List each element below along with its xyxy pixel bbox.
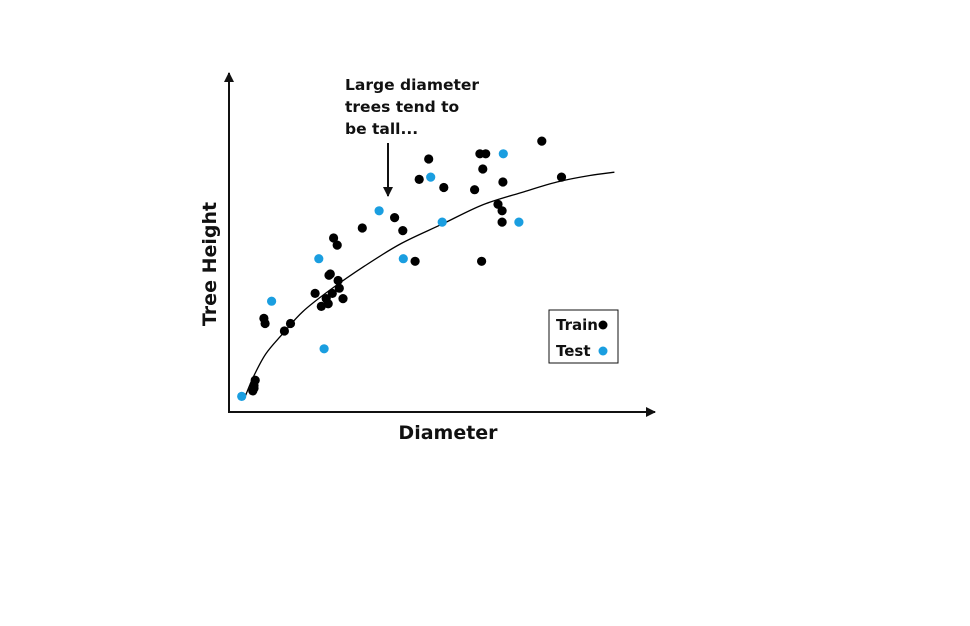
point-train-9	[316, 301, 326, 311]
point-train-29	[477, 256, 487, 266]
point-test-5	[398, 254, 408, 264]
point-test-7	[437, 217, 447, 227]
point-train-14	[327, 288, 337, 298]
point-train-22	[398, 226, 408, 236]
annotation-line-2: trees tend to	[345, 98, 459, 116]
point-test-1	[267, 296, 277, 306]
point-train-7	[285, 318, 296, 329]
point-train-3	[250, 375, 260, 385]
point-test-3	[319, 344, 329, 354]
legend-label-test: Test	[556, 342, 591, 360]
point-train-23	[410, 256, 420, 266]
legend-box	[548, 309, 619, 364]
point-train-35	[498, 177, 508, 187]
legend-label-train: Train	[556, 316, 598, 334]
y-axis-label: Tree Height	[199, 202, 221, 326]
point-train-25	[424, 154, 434, 164]
point-train-37	[556, 172, 567, 182]
point-train-24	[414, 174, 424, 184]
points-layer	[237, 136, 567, 401]
point-train-8	[310, 288, 320, 298]
legend: Train Test	[548, 309, 619, 364]
point-train-11	[323, 299, 333, 309]
point-test-6	[426, 172, 436, 182]
legend-marker-train	[598, 320, 608, 330]
point-train-36	[537, 136, 547, 146]
point-train-34	[497, 206, 507, 216]
point-train-31	[481, 149, 491, 159]
point-train-13	[325, 269, 335, 279]
point-train-5	[260, 318, 270, 329]
point-train-18	[334, 283, 344, 293]
point-train-6	[279, 326, 289, 336]
point-train-20	[357, 223, 367, 233]
point-test-4	[374, 206, 384, 216]
point-train-30	[478, 164, 488, 174]
x-axis-label: Diameter	[398, 422, 498, 444]
point-test-2	[314, 254, 324, 264]
point-train-26	[439, 182, 449, 193]
legend-marker-test	[598, 346, 608, 356]
point-train-27	[470, 185, 480, 195]
point-train-15	[329, 233, 339, 243]
point-test-8	[498, 149, 508, 159]
annotation-line-3: be tall...	[345, 120, 418, 138]
point-train-19	[338, 294, 348, 304]
fit-curve	[244, 171, 615, 397]
point-test-0	[237, 391, 247, 401]
point-train-16	[332, 240, 342, 250]
point-train-33	[497, 217, 507, 227]
point-train-17	[333, 275, 343, 286]
point-test-9	[514, 217, 524, 227]
point-train-21	[390, 213, 400, 223]
annotation: Large diameter trees tend to be tall...	[345, 76, 479, 197]
annotation-line-1: Large diameter	[345, 76, 479, 94]
